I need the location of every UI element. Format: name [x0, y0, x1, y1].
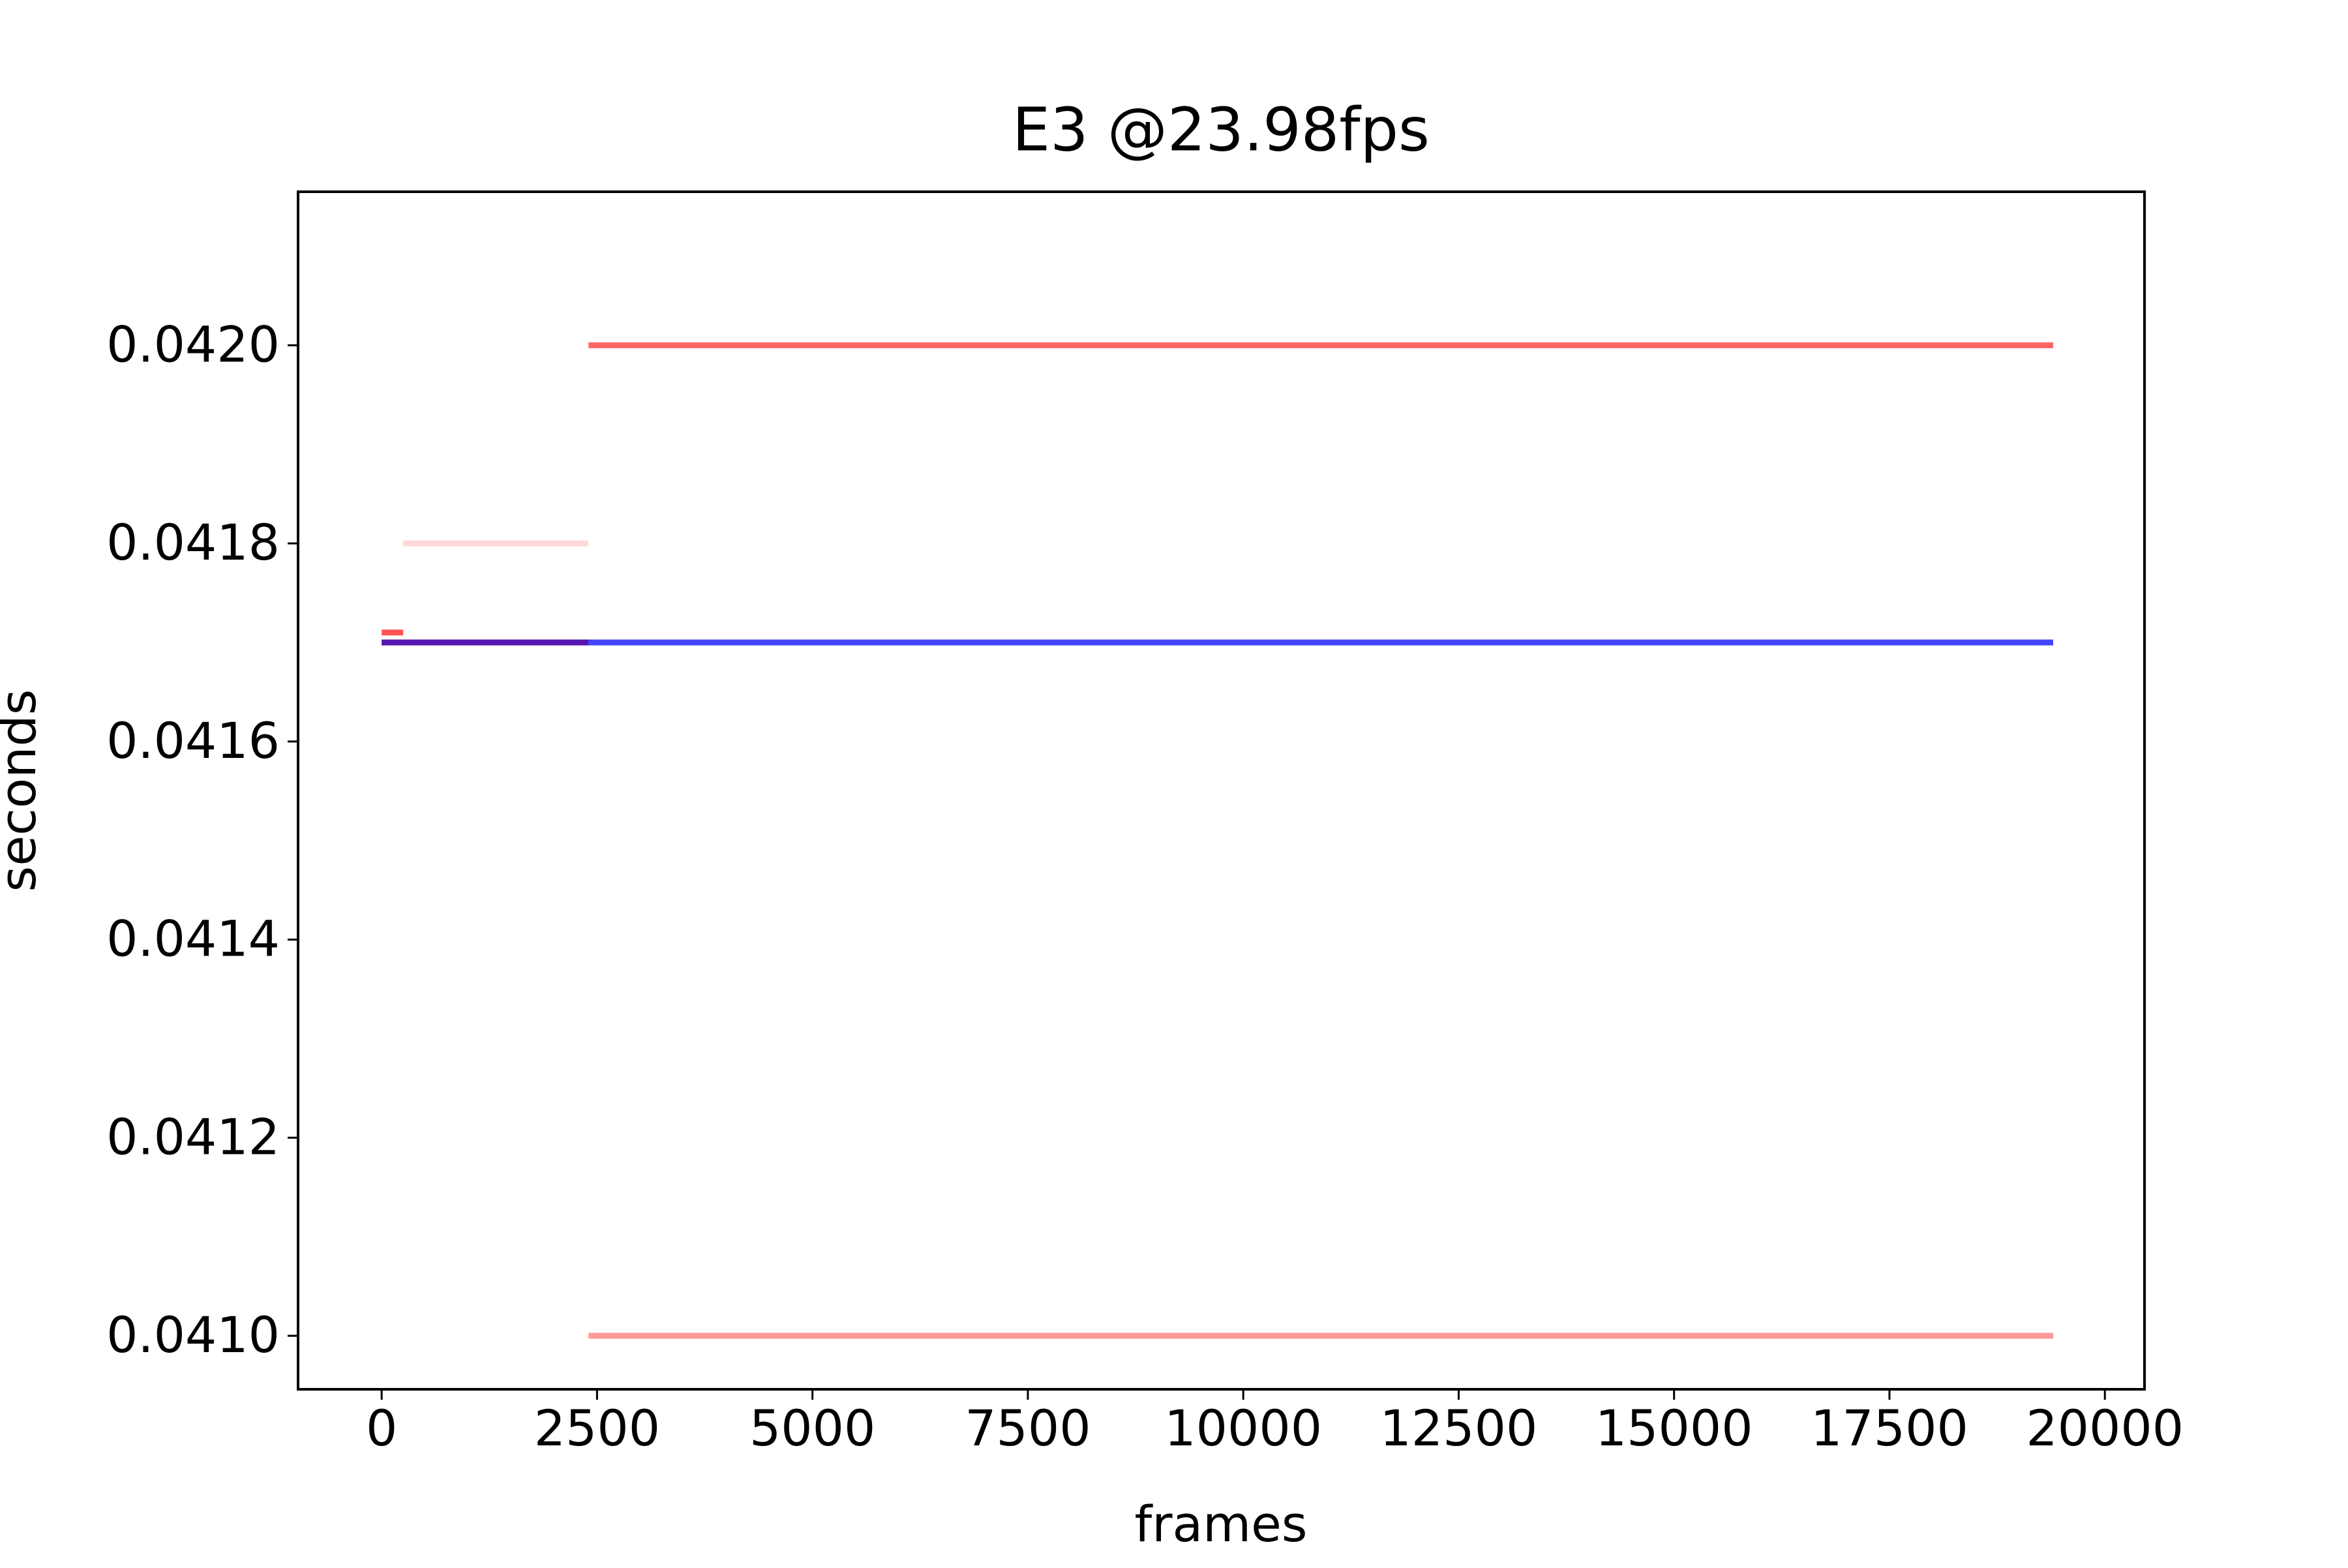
x-tick-label: 7500 — [965, 1399, 1091, 1457]
x-tick-label: 12500 — [1380, 1399, 1538, 1457]
x-tick-label: 10000 — [1164, 1399, 1322, 1457]
y-tick-label: 0.0416 — [106, 712, 280, 770]
y-axis-label: seconds — [0, 689, 47, 892]
x-tick-label: 15000 — [1595, 1399, 1753, 1457]
y-tick-label: 0.0420 — [106, 315, 280, 373]
x-tick-label: 0 — [366, 1399, 397, 1457]
chart-title: E3 @23.98fps — [1012, 95, 1430, 164]
y-tick-label: 0.0418 — [106, 513, 280, 571]
plot-frame — [297, 190, 2146, 1391]
y-tick-label: 0.0412 — [106, 1108, 280, 1166]
x-tick-label: 2500 — [534, 1399, 660, 1457]
x-axis-label: frames — [1135, 1495, 1308, 1553]
x-tick-label: 5000 — [749, 1399, 875, 1457]
x-tick-label: 20000 — [2026, 1399, 2184, 1457]
y-tick-label: 0.0410 — [106, 1306, 280, 1364]
y-tick-label: 0.0414 — [106, 910, 280, 968]
x-tick-label: 17500 — [1811, 1399, 1968, 1457]
